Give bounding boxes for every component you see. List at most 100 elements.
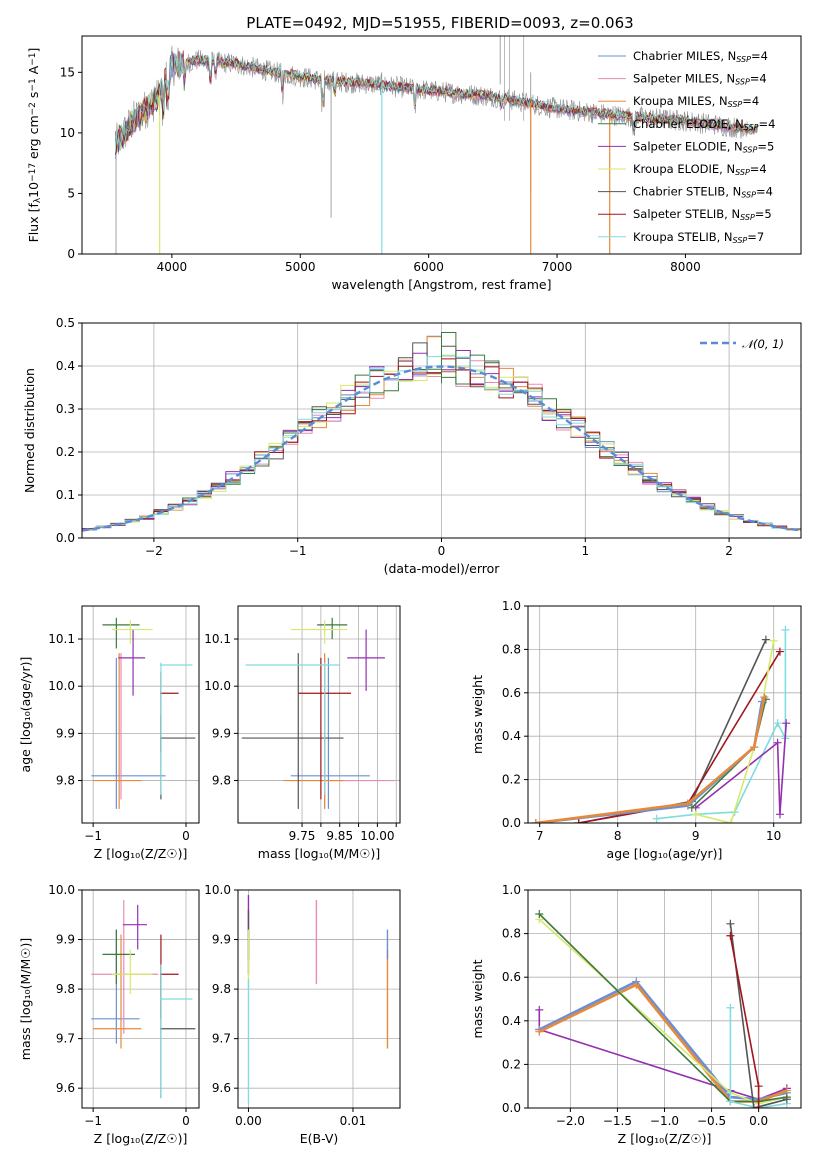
y-tick-label: 10.1 (48, 632, 75, 646)
legend-entry-subscript: SSP (743, 145, 758, 154)
x-tick-label: 1 (581, 544, 589, 558)
y-axis-label: age [log₁₀(age/yr)] (18, 657, 33, 773)
x-tick-label: 10 (766, 829, 781, 843)
y-tick-label: 9.9 (212, 933, 231, 947)
y-tick-label: 10.0 (204, 679, 231, 693)
weight-line-kroupa-stelib (729, 1007, 788, 1108)
legend-entry-name: Chabrier ELODIE, N (633, 117, 744, 131)
legend-entry: Salpeter ELODIE, NSSP=5 (633, 139, 774, 154)
y-axis-label-part: ] (26, 48, 41, 53)
weight-marker (726, 1003, 735, 1012)
weight-line-kroupa-miles (535, 696, 766, 823)
legend-entry: Chabrier MILES, NSSP=4 (633, 49, 768, 64)
legend-entry: Salpeter MILES, NSSP=4 (633, 72, 767, 87)
legend-entry: Kroupa STELIB, NSSP=7 (633, 230, 764, 245)
figure-title: PLATE=0492, MJD=51955, FIBERID=0093, z=0… (246, 14, 633, 32)
weight-marker (775, 810, 784, 819)
x-axis-label: E(B-V) (300, 1131, 339, 1146)
legend-entry-subscript: SSP (728, 100, 743, 109)
y-axis-label: Normed distribution (22, 368, 37, 493)
x-tick-label: 6000 (413, 260, 444, 274)
legend-entry-nssp: =4 (751, 49, 768, 63)
weight-marker (652, 814, 661, 823)
legend-entry-subscript: SSP (735, 78, 750, 87)
y-axis-label-part: s (26, 92, 41, 103)
weight-marker (754, 1082, 763, 1091)
x-tick-label: −1 (84, 829, 102, 843)
legend-entry-subscript: SSP (744, 123, 759, 132)
axes-frame (527, 605, 802, 824)
weight-line-salpeter-stelib (578, 651, 781, 823)
y-tick-label: 0.2 (56, 445, 75, 459)
weight-marker (632, 980, 641, 989)
normal-curve (82, 365, 801, 532)
x-axis-label: age [log₁₀(age/yr)] (607, 846, 723, 861)
x-tick-label: 0.0 (749, 1114, 768, 1128)
y-tick-label: 1.0 (502, 599, 521, 613)
y-tick-label: 0.5 (56, 316, 75, 330)
plot-area-weight-vs-age (531, 625, 791, 823)
legend-entry-nssp: =7 (747, 230, 764, 244)
y-tick-label: 0.2 (502, 773, 521, 787)
weight-line-chabrier-stelib (578, 639, 767, 823)
legend-entry-subscript: SSP (740, 213, 755, 222)
y-axis-label-part: A (26, 65, 41, 78)
weight-marker (726, 919, 735, 928)
panel-mass-vs-ebv: 0.00 0.01 9.6 9.7 9.8 9.9 10.0 E(B-V) (204, 883, 401, 1146)
y-axis-label: mass [log₁₀(M/M☉)] (18, 938, 33, 1060)
plot-area-mass-vs-ebv (247, 894, 389, 1104)
legend-entry-nssp: =4 (750, 72, 767, 86)
y-tick-label: 10.0 (48, 883, 75, 897)
weight-line-salpeter-elodie (538, 1009, 788, 1101)
x-tick-label: 8 (614, 829, 622, 843)
legend-entry-nssp: =4 (759, 117, 776, 131)
y-tick-label: 9.9 (56, 933, 75, 947)
axes-frame (81, 35, 802, 255)
y-tick-label: 0.3 (56, 402, 75, 416)
legend-entry: 𝒩(0, 1) (742, 337, 784, 351)
y-tick-label: 0.6 (502, 970, 521, 984)
x-tick-label: −1 (84, 1114, 102, 1128)
x-tick-label: 0.00 (235, 1114, 262, 1128)
axes-frame (237, 605, 401, 824)
weight-marker (691, 810, 700, 819)
y-tick-label: 0.4 (502, 1014, 521, 1028)
weight-marker (761, 635, 770, 644)
x-tick-label: −1.5 (603, 1114, 632, 1128)
x-tick-label: 7000 (542, 260, 573, 274)
weight-marker (726, 1097, 735, 1106)
x-axis-label: mass [log₁₀(M/M☉)] (258, 846, 380, 861)
y-tick-label: 9.7 (212, 1032, 231, 1046)
y-axis-label-part: Flux [f (26, 203, 41, 243)
weight-marker (750, 743, 759, 752)
weight-marker (535, 1005, 544, 1014)
weight-marker (754, 1104, 763, 1108)
axes-frame (81, 605, 200, 824)
legend-entry: Salpeter STELIB, NSSP=5 (633, 207, 772, 222)
x-tick-label: 8000 (670, 260, 701, 274)
y-tick-label: 0.0 (502, 1101, 521, 1115)
y-axis-label-part: −2 (28, 102, 38, 115)
plot-area-mass-vs-Z (91, 899, 196, 1099)
y-tick-label: 0.2 (502, 1057, 521, 1071)
panel-age-vs-Z: −1 0 9.8 9.9 10.0 10.1 Z [log₁₀(Z/Z☉)] age [log… (18, 605, 200, 861)
y-tick-label: 0.0 (502, 816, 521, 830)
x-tick-label: 2 (725, 544, 733, 558)
weight-marker (760, 693, 769, 702)
weight-line-kroupa-elodie (538, 918, 788, 1105)
legend-entry-subscript: SSP (735, 168, 750, 177)
weight-marker (782, 719, 791, 728)
weight-line-kroupa-elodie (695, 640, 775, 823)
y-axis-label-part: −1 (28, 53, 38, 66)
x-tick-label: 7 (536, 829, 544, 843)
weight-marker (769, 636, 778, 645)
y-tick-label: 0 (67, 247, 75, 261)
x-tick-label: 0 (182, 829, 190, 843)
legend-entry-name: Kroupa ELODIE, N (633, 162, 735, 176)
weight-marker (726, 819, 735, 823)
panel-spectrum: 4000 5000 6000 7000 8000 0 5 10 15 wavelength [An… (26, 35, 802, 292)
legend-entry-nssp: =4 (750, 162, 767, 176)
y-tick-label: 9.8 (56, 774, 75, 788)
